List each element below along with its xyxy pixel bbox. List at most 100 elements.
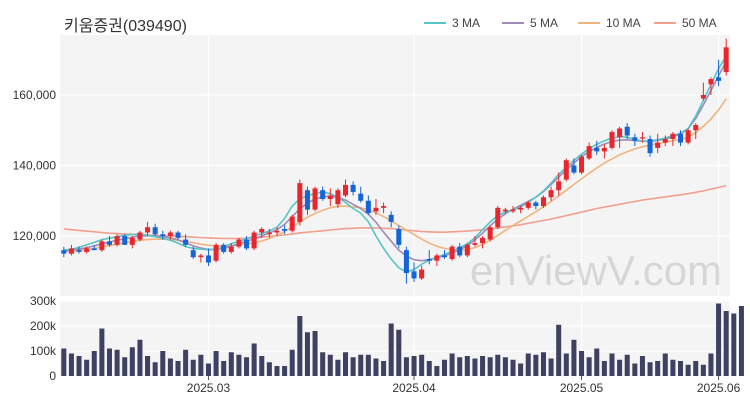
volume-bar: [685, 364, 691, 376]
candle-body: [183, 239, 189, 245]
volume-bar: [502, 357, 508, 376]
volume-tick-label: 100k: [30, 344, 57, 358]
volume-bar: [297, 316, 303, 376]
candle-body: [502, 209, 508, 212]
candle-body: [91, 248, 97, 251]
volume-bar: [183, 349, 189, 376]
candle-body: [266, 232, 272, 235]
candle-body: [259, 228, 265, 233]
volume-bar: [342, 352, 349, 376]
volume-bar: [609, 353, 615, 376]
volume-bar: [68, 353, 74, 376]
volume-bar: [426, 361, 432, 376]
candle-body: [84, 248, 90, 252]
candle-body: [251, 232, 257, 249]
candle-body: [441, 255, 448, 258]
x-tick-label: 2025.03: [187, 381, 231, 395]
volume-bar: [213, 351, 219, 376]
candle-body: [457, 246, 463, 256]
volume-bar: [647, 362, 653, 376]
candle-body: [388, 214, 394, 222]
candle-body: [327, 195, 333, 200]
legend-item-ma5: 5 MA: [502, 16, 558, 30]
legend-swatch-ma10: [578, 22, 600, 24]
candle-body: [624, 126, 630, 136]
volume-bar: [472, 358, 478, 376]
candle-body: [647, 139, 653, 154]
candle-body: [282, 228, 288, 231]
volume-bar: [716, 303, 722, 376]
candle-body: [632, 137, 638, 141]
volume-bar: [586, 357, 592, 376]
candle-body: [114, 236, 120, 245]
candle-body: [152, 227, 158, 235]
volume-bar: [571, 339, 577, 376]
candle-body: [190, 250, 196, 258]
candle-body: [548, 190, 554, 198]
candle-body: [716, 77, 722, 81]
candle-body: [312, 188, 318, 210]
candle-body: [487, 227, 493, 240]
volume-bar: [122, 357, 128, 376]
volume-bar: [152, 362, 158, 376]
candle-body: [411, 271, 417, 279]
legend-item-ma3: 3 MA: [424, 16, 480, 30]
volume-bar: [434, 366, 440, 376]
volume-bar: [373, 358, 379, 376]
candle-body: [160, 234, 166, 237]
volume-bar: [632, 363, 638, 376]
candle-body: [617, 128, 623, 138]
volume-bar: [259, 356, 265, 376]
volume-bar: [145, 356, 151, 376]
candle-body: [236, 239, 242, 247]
volume-bar: [533, 354, 539, 376]
candle-body: [464, 244, 470, 256]
candle-body: [221, 244, 227, 252]
volume-bar: [381, 361, 387, 376]
candle-body: [495, 207, 501, 228]
volume-bar: [677, 361, 684, 376]
volume-bar: [639, 356, 645, 376]
volume-bar: [457, 357, 463, 376]
candle-body: [723, 47, 729, 73]
candle-body: [61, 250, 67, 254]
candle-body: [540, 197, 546, 207]
candle-body: [556, 181, 562, 191]
volume-bar: [495, 354, 501, 376]
candle-body: [518, 207, 524, 210]
volume-bar: [221, 361, 227, 376]
ma50-line: [63, 184, 727, 240]
volume-bar: [114, 349, 120, 376]
candle-body: [381, 206, 387, 208]
volume-bar: [624, 354, 630, 376]
volume-bar: [350, 357, 356, 376]
x-tick-label: 2025.04: [392, 381, 436, 395]
volume-bar: [228, 352, 234, 376]
candle-body: [297, 183, 303, 222]
candle-body: [244, 239, 250, 249]
x-tick-label: 2025.06: [697, 381, 741, 395]
candle-body: [510, 209, 516, 212]
volume-bar: [518, 363, 524, 376]
volume-bar: [396, 329, 402, 376]
volume-bar: [563, 353, 569, 376]
candle-body: [274, 230, 280, 233]
volume-bar: [289, 349, 295, 376]
candle-body: [571, 165, 577, 173]
volume-bar: [175, 361, 181, 376]
volume-bar: [617, 359, 623, 376]
candle-body: [106, 241, 113, 245]
x-tick-label: 2025.05: [560, 381, 604, 395]
volume-bar: [548, 358, 554, 376]
candle-body: [594, 147, 600, 152]
candle-body: [480, 237, 486, 244]
volume-bar: [601, 361, 607, 376]
legend-item-ma10: 10 MA: [578, 16, 641, 30]
legend-label-ma5: 5 MA: [530, 16, 559, 30]
volume-tick-label: 0: [49, 369, 56, 383]
volume-bar: [510, 359, 516, 376]
volume-bar: [160, 351, 166, 376]
candle-body: [129, 237, 135, 245]
candle-body: [655, 142, 661, 148]
